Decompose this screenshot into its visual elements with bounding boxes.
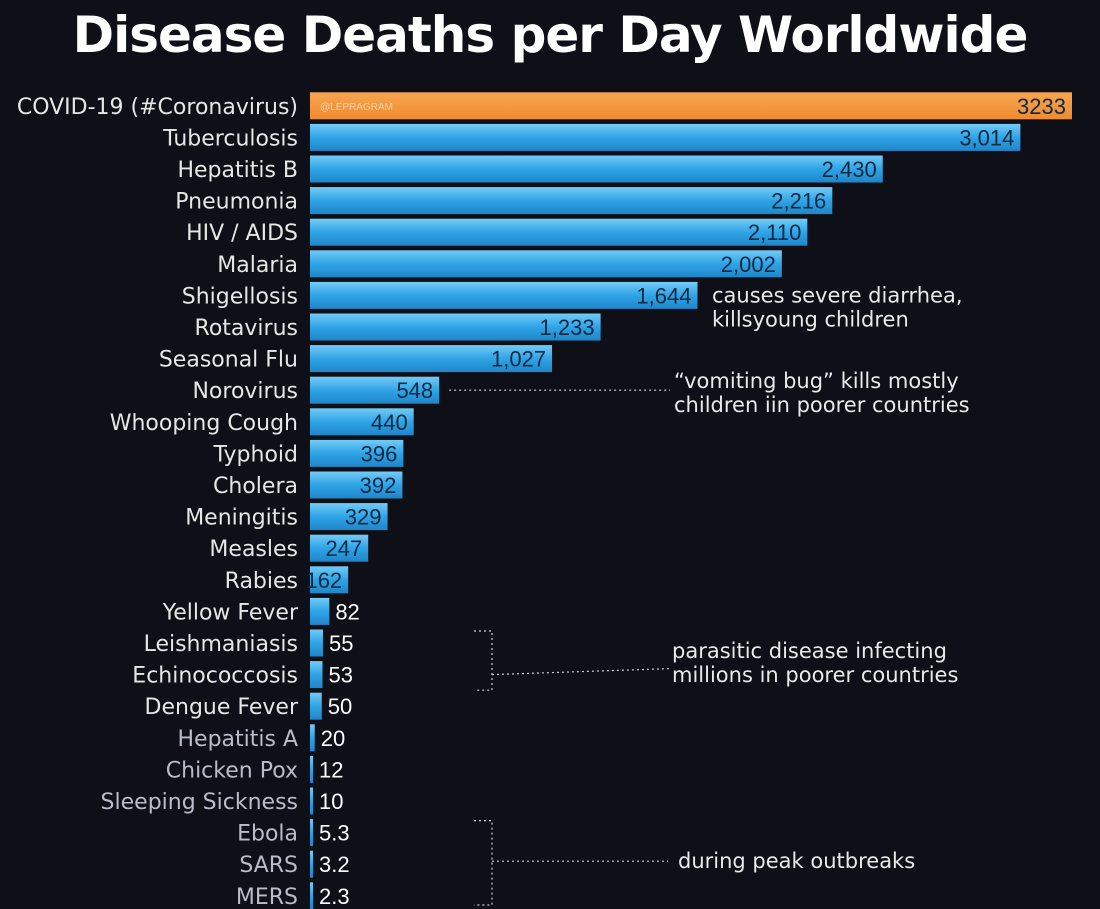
value-label-measles: 247 <box>325 536 362 561</box>
bar-covid-19-coronavirus <box>310 92 1072 120</box>
category-label-sleeping-sickness: Sleeping Sickness <box>101 790 298 815</box>
value-label-tuberculosis: 3,014 <box>959 125 1014 150</box>
value-label-mers: 2.3 <box>319 884 350 909</box>
value-label-rabies: 162 <box>305 568 342 593</box>
bar-rabies <box>310 566 349 594</box>
bar-rotavirus <box>310 313 601 341</box>
bar-yellow-fever <box>310 597 330 625</box>
value-label-hepatitis-b: 2,430 <box>822 157 877 182</box>
value-label-yellow-fever: 82 <box>335 599 359 624</box>
annotation-shigellosis-line-2: killsyoung children <box>712 307 909 331</box>
annotation-bracket-outbreaks <box>474 820 493 906</box>
bar-shigellosis <box>310 281 698 309</box>
annotation-parasitic-line-2: millions in poorer countries <box>672 663 958 687</box>
bar-hepatitis-b <box>310 155 883 183</box>
category-label-dengue-fever: Dengue Fever <box>145 695 299 720</box>
bar-sars <box>310 850 313 878</box>
bar-dengue-fever <box>310 692 322 720</box>
bar-echinococcosis <box>310 661 323 689</box>
category-label-typhoid: Typhoid <box>213 442 298 467</box>
bar-hepatitis-a <box>310 724 315 752</box>
value-label-malaria: 2,002 <box>721 252 776 277</box>
value-label-sleeping-sickness: 10 <box>319 789 343 814</box>
bars-group <box>310 92 1072 909</box>
value-label-whooping-cough: 440 <box>371 410 408 435</box>
value-labels-group: 3233 @LEPRAGRAM 3,014 2,430 2,216 2,110 2,002 1… <box>305 94 1066 909</box>
category-label-pneumonia: Pneumonia <box>175 190 298 215</box>
category-label-leishmaniasis: Leishmaniasis <box>144 632 298 657</box>
category-label-seasonal-flu: Seasonal Flu <box>159 348 298 373</box>
bar-malaria <box>310 250 782 278</box>
category-label-rotavirus: Rotavirus <box>195 316 298 341</box>
annotation-bracket-parasitic <box>474 630 493 691</box>
bar-ebola <box>310 819 313 847</box>
watermark: @LEPRAGRAM <box>320 102 393 113</box>
annotation-parasitic-line-1: parasitic disease infecting <box>672 639 947 663</box>
category-label-shigellosis: Shigellosis <box>182 284 298 309</box>
value-label-sars: 3.2 <box>319 852 350 877</box>
value-label-cholera: 392 <box>360 473 397 498</box>
category-label-hepatitis-b: Hepatitis B <box>177 158 298 183</box>
category-label-malaria: Malaria <box>217 253 298 278</box>
value-label-pneumonia: 2,216 <box>771 189 826 214</box>
value-label-shigellosis: 1,644 <box>636 283 691 308</box>
bar-cholera <box>310 471 403 499</box>
category-label-covid-19-coronavirus: COVID-19 (#Coronavirus) <box>17 95 298 120</box>
annotation-norovirus-line-2: children iin poorer countries <box>674 393 970 417</box>
category-label-yellow-fever: Yellow Fever <box>162 600 299 625</box>
value-label-covid-19-coronavirus: 3233 <box>1017 94 1066 119</box>
annotation-norovirus-line-1: “vomiting bug” kills mostly <box>674 369 959 393</box>
category-label-rabies: Rabies <box>225 569 298 594</box>
value-label-norovirus: 548 <box>396 378 433 403</box>
category-label-hiv-aids: HIV / AIDS <box>186 221 298 246</box>
annotation-leader-parasitic <box>491 668 671 676</box>
value-label-chicken-pox: 12 <box>319 757 343 782</box>
value-label-dengue-fever: 50 <box>328 694 352 719</box>
category-label-mers: MERS <box>236 885 298 909</box>
value-label-rotavirus: 1,233 <box>540 315 595 340</box>
value-label-leishmaniasis: 55 <box>329 631 353 656</box>
value-label-seasonal-flu: 1,027 <box>491 347 546 372</box>
category-label-measles: Measles <box>209 537 298 562</box>
category-label-cholera: Cholera <box>213 474 298 499</box>
bar-whooping-cough <box>310 408 414 436</box>
value-label-echinococcosis: 53 <box>328 663 352 688</box>
value-label-typhoid: 396 <box>361 441 398 466</box>
bar-hiv-aids <box>310 218 808 246</box>
category-label-norovirus: Norovirus <box>192 379 298 404</box>
value-label-hepatitis-a: 20 <box>321 726 345 751</box>
bar-mers <box>310 882 313 909</box>
category-label-meningitis: Meningitis <box>185 506 298 531</box>
category-label-whooping-cough: Whooping Cough <box>110 411 298 436</box>
bar-pneumonia <box>310 187 833 215</box>
chart-title: Disease Deaths per Day Worldwide <box>72 6 1029 64</box>
category-label-chicken-pox: Chicken Pox <box>166 758 298 783</box>
category-label-echinococcosis: Echinococcosis <box>132 664 298 689</box>
category-label-tuberculosis: Tuberculosis <box>162 126 298 151</box>
category-label-hepatitis-a: Hepatitis A <box>177 727 298 752</box>
value-label-ebola: 5.3 <box>319 821 350 846</box>
bar-tuberculosis <box>310 123 1021 151</box>
category-label-sars: SARS <box>239 853 298 878</box>
bar-leishmaniasis <box>310 629 323 657</box>
annotation-shigellosis-line-1: causes severe diarrhea, <box>712 283 963 307</box>
bar-measles <box>310 534 369 562</box>
annotations-group: causes severe diarrhea,killsyoung childr… <box>449 283 970 906</box>
annotation-outbreaks-line-1: during peak outbreaks <box>678 849 915 873</box>
bar-norovirus <box>310 376 440 404</box>
bar-meningitis <box>310 503 388 531</box>
value-label-meningitis: 329 <box>345 505 382 530</box>
bar-seasonal-flu <box>310 345 553 373</box>
bar-sleeping-sickness <box>310 787 313 815</box>
category-label-ebola: Ebola <box>237 822 298 847</box>
bar-chicken-pox <box>310 755 313 783</box>
bar-typhoid <box>310 439 404 467</box>
value-label-hiv-aids: 2,110 <box>748 220 801 245</box>
category-labels-group: COVID-19 (#Coronavirus) Tuberculosis Hepat… <box>17 95 299 909</box>
